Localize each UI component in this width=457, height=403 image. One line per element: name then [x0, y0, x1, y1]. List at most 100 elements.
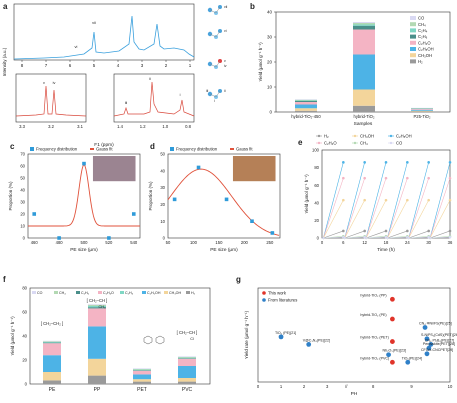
sem-inset-image	[232, 156, 276, 182]
bar-segment-c2h4o	[353, 29, 375, 55]
legend-label: C₂H₅OH	[418, 47, 434, 52]
y-axis-label: Intensity (a.u.)	[2, 47, 7, 76]
legend-label: This work	[268, 291, 287, 296]
cycle-line-h2	[365, 230, 387, 239]
cycle-point-h2	[363, 229, 366, 233]
cycle-point-c2h4o	[448, 176, 452, 180]
y-tick-label: 10	[20, 224, 25, 229]
cycle-point-h2	[448, 229, 452, 233]
cycle-line-h2	[408, 230, 429, 239]
legend-swatch	[32, 291, 36, 294]
x-tick-label: 6	[342, 240, 345, 245]
cycle-line-h2	[429, 230, 451, 239]
x-tick-label: 36	[448, 240, 453, 245]
bar-segment-c2h5oh	[295, 104, 317, 109]
cycle-point-c2h5oh	[342, 161, 345, 164]
cycle-point-co	[428, 236, 432, 240]
scatter-point-label: hybrid-TiO₂ (PET)	[360, 336, 388, 340]
scatter-point-lit	[424, 351, 430, 357]
cycle-point-c2h4o	[363, 176, 366, 180]
scatter-point-label: hybrid-TiO₂ (PE)	[360, 313, 386, 317]
bar-segment-ch3oh	[411, 110, 433, 112]
x-axis-label: PH	[351, 391, 358, 397]
bar-segment-ch3oh	[295, 108, 317, 111]
legend-label: Gauss fit	[236, 146, 253, 151]
cycle-line-c2h5oh	[429, 162, 451, 239]
y-tick-label: 10	[160, 219, 165, 224]
bar-segment-co	[133, 368, 151, 369]
cycle-line-co	[323, 236, 344, 239]
cycle-point-c2h4o	[384, 176, 388, 180]
y-tick-label: 50	[20, 176, 25, 181]
y-tick-label: 30	[267, 35, 273, 40]
bar-segment-c2h4o	[411, 109, 433, 110]
cycle-line-co	[344, 236, 365, 239]
legend-label: CO	[37, 291, 43, 295]
y-tick-label: 20	[160, 202, 165, 207]
x-tick-label: 50	[166, 240, 171, 245]
scatter-point-lit	[386, 352, 391, 358]
legend-swatch	[410, 16, 416, 20]
scatter-point-lit	[428, 342, 434, 347]
y-tick-label: 30	[160, 185, 165, 190]
bar-segment-c2h4	[133, 369, 151, 371]
y-tick-label: 100	[312, 148, 320, 153]
x-tick-label: 6	[69, 63, 72, 68]
legend-label: C₂H₄O	[418, 40, 431, 45]
cycle-line-c2h5oh	[323, 162, 344, 239]
y-tick-label: 0	[163, 236, 166, 241]
x-tick-label: 1	[280, 384, 283, 389]
structure-pvc: [ CH₂–CH ]	[177, 330, 198, 335]
structure-pet-ring	[143, 335, 153, 345]
panel-e: e 0 20 40 60 80 100 0 6 12 18 24 30 36 Time (h) Yield (…	[298, 134, 453, 254]
zoom-tick-label: 3.1	[77, 124, 83, 129]
y-axis-label: Yield rate (μmol g⁻¹ h⁻¹)	[244, 310, 249, 359]
legend-label: C₂H₅OH	[396, 134, 412, 139]
bar-segment-h2	[88, 375, 106, 384]
zoom-tick-label: 3.2	[48, 124, 54, 129]
bar-segment-h2	[43, 380, 61, 384]
peak-label: vi	[75, 44, 78, 49]
legend-swatch	[170, 147, 174, 151]
legend-swatch	[90, 148, 94, 150]
legend-swatch	[230, 148, 234, 150]
molecule-bond	[215, 30, 221, 38]
plot-frame	[257, 287, 451, 383]
cycle-line-co	[387, 236, 408, 239]
y-axis-label: Yield (μmol g⁻¹ h⁻¹)	[10, 316, 15, 356]
bar-segment-ch4	[353, 23, 375, 25]
legend-label: CH₄	[360, 141, 368, 146]
bar-segment-h2	[178, 381, 196, 384]
cycle-line-ch3oh	[408, 200, 429, 239]
bar-segment-c2h4o	[133, 370, 151, 375]
cycle-line-c2h5oh	[365, 162, 387, 239]
bar-segment-c2h6	[178, 358, 196, 359]
y-tick-label: 40	[267, 10, 273, 15]
bar-segment-co	[88, 304, 106, 305]
y-tick-label: 20	[267, 60, 273, 65]
y-axis-label: Yield (μmol g⁻¹ h⁻¹)	[304, 174, 309, 214]
y-tick-label: 60	[20, 164, 25, 169]
legend-label: C₂H₆	[418, 34, 428, 39]
cycle-line-co	[430, 236, 451, 239]
legend-marker	[389, 134, 393, 138]
bar-segment-ch3oh	[43, 372, 61, 381]
frequency-point	[224, 197, 229, 202]
bar-segment-c2h5oh	[178, 366, 196, 378]
zoom-peak-label: iv	[53, 81, 56, 85]
legend-label: From literatures	[268, 298, 297, 303]
panel-letter-c: c	[10, 142, 15, 151]
cycle-point-c2h4o	[406, 176, 409, 180]
y-tick-label: 50	[160, 152, 165, 157]
x-tick-label: 0	[321, 240, 324, 245]
cycle-point-co	[364, 236, 368, 240]
x-tick-label: 9	[410, 384, 413, 389]
structure-label: v	[224, 59, 226, 63]
panel-letter-d: d	[150, 142, 155, 151]
nmr-zoom-frame	[113, 73, 195, 123]
panel-letter-g: g	[236, 275, 241, 284]
panel-g: g 0 1 2 3 // 8 9 10 PH Yield rate (μmol g⁻¹ h⁻¹) hy…	[236, 275, 457, 397]
scatter-point-lit	[405, 359, 411, 365]
structure-label: i	[214, 99, 215, 103]
